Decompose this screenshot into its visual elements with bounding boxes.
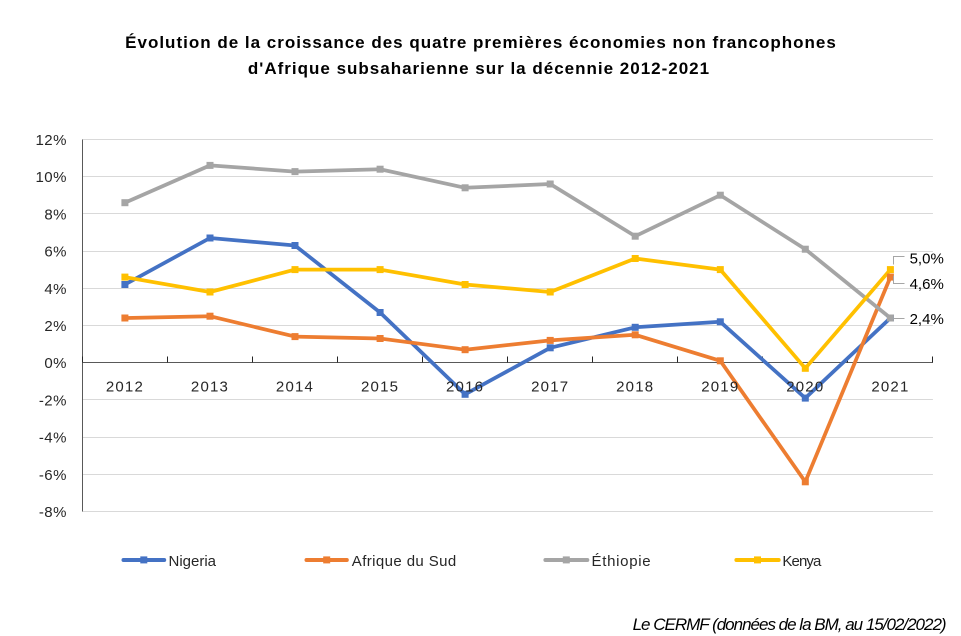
svg-text:d'Afrique subsaharienne sur la: d'Afrique subsaharienne sur la décennie … <box>248 59 710 78</box>
svg-text:Le CERMF (données de la BM, au: Le CERMF (données de la BM, au 15/02/202… <box>633 615 946 634</box>
svg-text:5,0%: 5,0% <box>910 251 944 268</box>
svg-text:Kenya: Kenya <box>782 553 822 570</box>
svg-text:2%: 2% <box>44 318 67 335</box>
svg-text:2013: 2013 <box>191 379 229 396</box>
svg-text:-4%: -4% <box>39 430 67 447</box>
svg-text:2,4%: 2,4% <box>910 311 944 328</box>
svg-text:2020: 2020 <box>786 379 824 396</box>
svg-text:2014: 2014 <box>276 379 314 396</box>
svg-text:Évolution de la croissance des: Évolution de la croissance des quatre pr… <box>125 33 837 52</box>
svg-text:2017: 2017 <box>531 379 569 396</box>
svg-text:4%: 4% <box>44 281 67 298</box>
svg-text:12%: 12% <box>35 132 67 149</box>
svg-text:6%: 6% <box>44 244 67 261</box>
svg-text:2015: 2015 <box>361 379 399 396</box>
svg-text:8%: 8% <box>44 206 67 223</box>
svg-text:2021: 2021 <box>871 379 909 396</box>
svg-text:Afrique du Sud: Afrique du Sud <box>352 553 457 570</box>
svg-text:-8%: -8% <box>39 504 67 521</box>
svg-text:2019: 2019 <box>701 379 739 396</box>
svg-text:10%: 10% <box>35 169 67 186</box>
svg-text:Éthiopie: Éthiopie <box>592 553 652 570</box>
svg-text:2016: 2016 <box>446 379 484 396</box>
svg-text:-2%: -2% <box>39 392 67 409</box>
svg-text:0%: 0% <box>44 355 67 372</box>
svg-text:4,6%: 4,6% <box>910 276 944 293</box>
svg-text:Nigeria: Nigeria <box>169 553 217 570</box>
svg-text:-6%: -6% <box>39 467 67 484</box>
svg-text:2018: 2018 <box>616 379 654 396</box>
svg-text:2012: 2012 <box>106 379 144 396</box>
